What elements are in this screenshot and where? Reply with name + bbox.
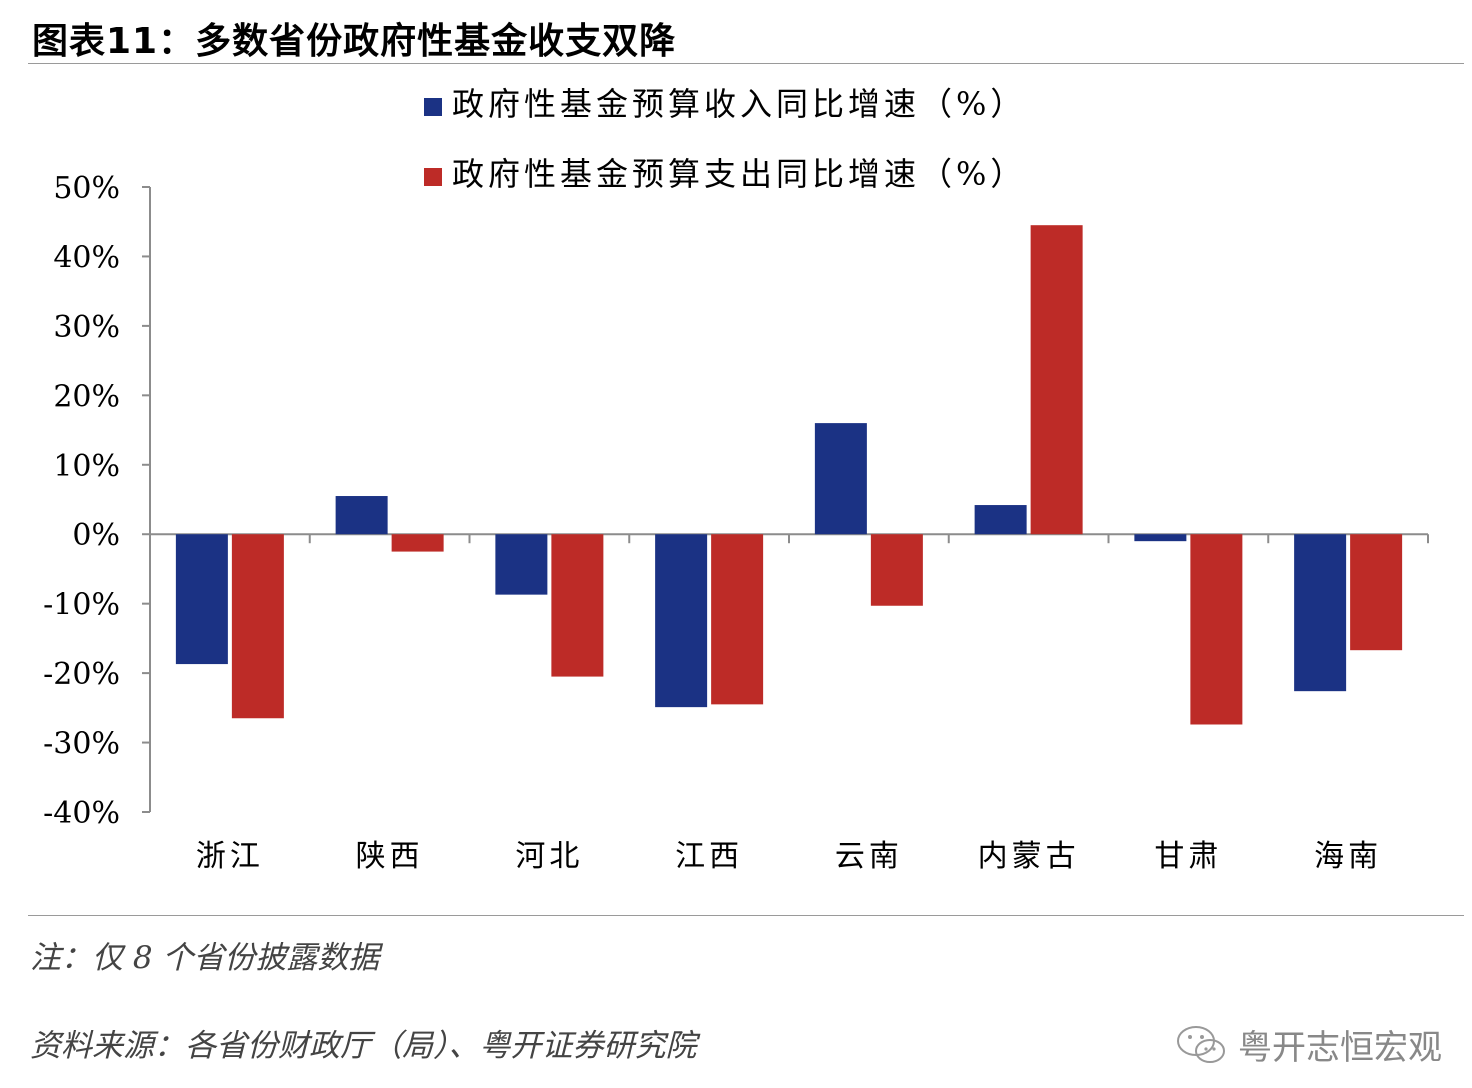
footnote: 注：仅 8 个省份披露数据 bbox=[30, 940, 380, 976]
bar-revenue bbox=[495, 534, 548, 595]
x-tick-label: 甘肃 bbox=[1154, 839, 1222, 874]
legend: 政府性基金预算收入同比增速（%） 政府性基金预算支出同比增速（%） bbox=[424, 86, 1026, 226]
x-tick-label: 江西 bbox=[675, 839, 743, 874]
legend-item-revenue: 政府性基金预算收入同比增速（%） bbox=[424, 86, 1026, 156]
y-tick-label: -20% bbox=[43, 657, 120, 692]
bar-revenue bbox=[175, 534, 228, 665]
bar-revenue bbox=[814, 423, 867, 535]
y-tick-label: -40% bbox=[43, 796, 120, 831]
y-tick-label: 50% bbox=[53, 171, 120, 206]
legend-swatch-revenue bbox=[424, 97, 442, 116]
bar-revenue bbox=[335, 496, 388, 535]
y-tick-label: 20% bbox=[53, 379, 120, 414]
bar-revenue bbox=[974, 505, 1027, 535]
y-tick-label: -10% bbox=[43, 588, 120, 623]
bar-expenditure bbox=[391, 534, 444, 552]
watermark-text: 粤开志恒宏观 bbox=[1238, 1028, 1442, 1068]
bar-chart: 50% 40% 30% 20% 10% 0% -10% -20% -30% -40% 浙江 陕西 河北 江… bbox=[43, 171, 1429, 874]
legend-label-expenditure: 政府性基金预算支出同比增速（%） bbox=[452, 155, 1027, 193]
bar-revenue bbox=[1294, 534, 1347, 692]
x-tick-label: 内蒙古 bbox=[978, 839, 1080, 874]
bar-expenditure bbox=[551, 534, 604, 677]
y-tick-label: 40% bbox=[53, 240, 120, 275]
source-note: 资料来源：各省份财政厅（局）、粤开证券研究院 bbox=[30, 1028, 697, 1064]
bar-expenditure bbox=[231, 534, 284, 719]
legend-item-expenditure: 政府性基金预算支出同比增速（%） bbox=[424, 156, 1026, 226]
x-tick-label: 浙江 bbox=[196, 839, 264, 874]
legend-label-revenue: 政府性基金预算收入同比增速（%） bbox=[452, 85, 1027, 123]
y-tick-label: 30% bbox=[53, 310, 120, 345]
wechat-icon bbox=[1177, 1025, 1225, 1063]
x-tick-label: 陕西 bbox=[356, 839, 424, 874]
bar-revenue bbox=[1134, 534, 1187, 542]
legend-swatch-expenditure bbox=[424, 167, 442, 186]
bar-revenue bbox=[655, 534, 708, 708]
bar-expenditure bbox=[870, 534, 923, 606]
y-tick-label: 0% bbox=[72, 518, 120, 553]
title-divider bbox=[28, 63, 1464, 64]
watermark: 粤开志恒宏观 bbox=[1174, 1020, 1442, 1069]
chart-title: 图表11：多数省份政府性基金收支双降 bbox=[32, 21, 677, 62]
x-tick-label: 云南 bbox=[835, 839, 903, 874]
x-tick-label: 海南 bbox=[1314, 839, 1382, 874]
bar-expenditure bbox=[711, 534, 764, 705]
y-tick-label: -30% bbox=[43, 727, 120, 762]
bar-expenditure bbox=[1190, 534, 1243, 725]
y-tick-label: 10% bbox=[53, 449, 120, 484]
bar-expenditure bbox=[1350, 534, 1403, 651]
bar-expenditure bbox=[1030, 225, 1083, 535]
footer-divider bbox=[28, 915, 1464, 916]
x-tick-label: 河北 bbox=[515, 839, 583, 874]
